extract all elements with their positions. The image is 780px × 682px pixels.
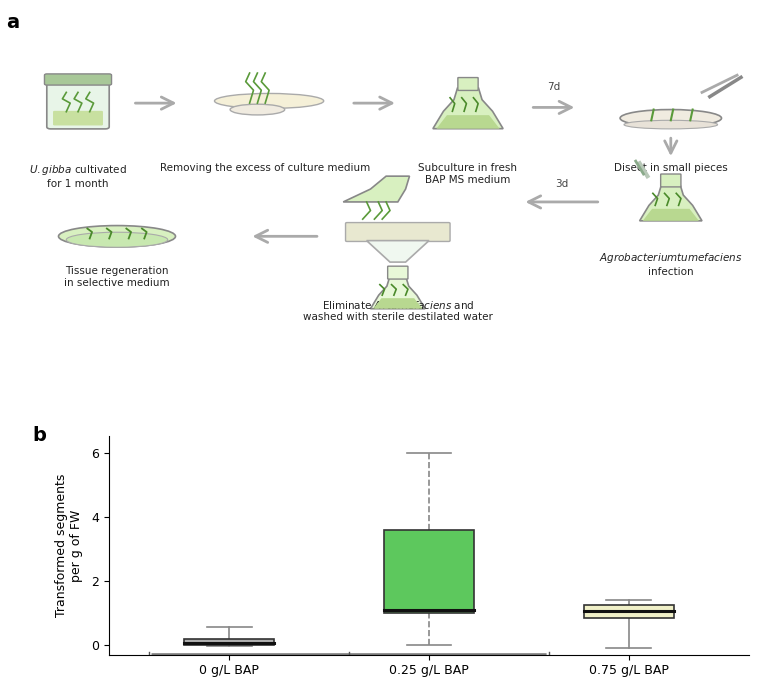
Polygon shape [433,88,503,129]
Text: b: b [33,426,46,445]
Polygon shape [640,185,702,221]
Polygon shape [373,298,423,309]
FancyBboxPatch shape [661,174,681,187]
Text: Disect in small pieces: Disect in small pieces [614,163,728,173]
Bar [584,605,674,618]
FancyBboxPatch shape [53,111,103,125]
Polygon shape [643,209,699,221]
Text: Eliminate $\it{A. tumefaciens}$ and
washed with sterile destilated water: Eliminate $\it{A. tumefaciens}$ and wash… [303,299,493,322]
Text: a: a [6,13,20,32]
Ellipse shape [58,226,176,247]
Bar [184,639,274,645]
Text: 7d: 7d [548,83,560,92]
FancyBboxPatch shape [458,78,478,91]
Text: $\it{Agrobacterium tumefaciens}$
infection: $\it{Agrobacterium tumefaciens}$ infecti… [599,252,743,277]
Text: 3d: 3d [555,179,568,189]
Ellipse shape [66,233,168,248]
Text: $\it{U. gibba}$ cultivated
for 1 month: $\it{U. gibba}$ cultivated for 1 month [29,163,127,189]
Bar [384,529,474,613]
Text: Removing the excess of culture medium: Removing the excess of culture medium [160,163,370,173]
FancyBboxPatch shape [346,222,450,241]
Text: Tissue regeneration
in selective medium: Tissue regeneration in selective medium [64,267,170,288]
FancyBboxPatch shape [388,266,408,279]
Polygon shape [367,241,429,262]
FancyBboxPatch shape [47,77,109,129]
Y-axis label: Transformed segments
per g of FW: Transformed segments per g of FW [55,474,83,617]
Ellipse shape [230,104,285,115]
FancyBboxPatch shape [44,74,112,85]
Polygon shape [343,176,410,202]
Ellipse shape [620,110,722,127]
Text: Subculture in fresh
BAP MS medium: Subculture in fresh BAP MS medium [419,163,517,185]
Polygon shape [437,115,500,129]
Ellipse shape [215,93,324,108]
Polygon shape [370,277,425,309]
Ellipse shape [624,120,718,129]
